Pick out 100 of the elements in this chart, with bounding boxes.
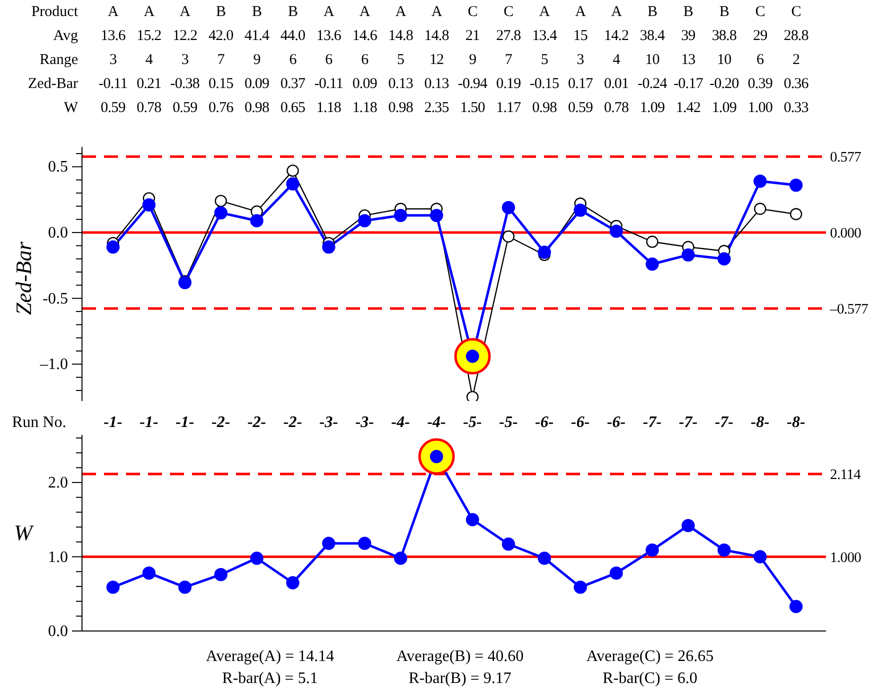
data-label: 38.8 — [710, 28, 738, 45]
text: 0.78 — [136, 100, 162, 116]
point — [358, 536, 372, 550]
point — [682, 248, 695, 262]
data-label: 6 — [324, 52, 334, 69]
category-label: A — [430, 4, 443, 21]
y-tick-label: –1.0 — [39, 356, 68, 374]
text: -0.94 — [458, 76, 488, 92]
data-label: 14.8 — [423, 28, 450, 45]
text: 0.36 — [784, 76, 808, 92]
text: 0.39 — [748, 76, 772, 92]
y-axis-title: W — [14, 520, 32, 546]
category-label: B — [250, 4, 263, 21]
x-tick-label: -2- — [283, 414, 302, 431]
text: 0.98 — [244, 100, 270, 116]
point — [142, 566, 156, 580]
category-label: B — [646, 4, 658, 21]
data-label: 5 — [540, 52, 549, 69]
y-tick-label: 2.0 — [48, 474, 68, 492]
data-label: 5 — [396, 52, 406, 69]
data-label: 4 — [612, 52, 621, 69]
point — [574, 204, 587, 217]
data-label: 10 — [644, 52, 660, 69]
point — [789, 178, 803, 192]
text: 1.18 — [316, 100, 342, 116]
text: 0.37 — [280, 76, 306, 92]
point — [718, 543, 731, 557]
data-label: 13.6 — [315, 28, 342, 45]
text: 0.76 — [208, 100, 234, 116]
data-label: 44.0 — [279, 28, 306, 45]
text: Average(A) = 14.14 — [204, 647, 336, 667]
x-tick-label: -1- — [104, 414, 122, 431]
category-label: C — [754, 4, 766, 21]
category-label: A — [394, 4, 407, 21]
data-label: 15 — [572, 28, 588, 45]
x-tick-label: -4- — [427, 414, 446, 431]
text: 0.01 — [604, 76, 629, 92]
category-label: C — [502, 4, 514, 21]
category-label: B — [718, 4, 730, 21]
point — [754, 174, 767, 188]
text: 0.59 — [100, 100, 126, 116]
category-label: A — [106, 4, 120, 21]
text: 1.09 — [712, 100, 736, 116]
point — [142, 198, 156, 212]
point — [394, 208, 408, 222]
y-tick-label: 0.0 — [48, 224, 68, 242]
text: 0.15 — [208, 76, 234, 92]
point — [178, 580, 192, 594]
text: 0.59 — [172, 100, 198, 116]
point — [430, 208, 444, 222]
text: Product — [31, 4, 78, 21]
text: -0.17 — [674, 76, 703, 92]
category-label: B — [215, 4, 227, 21]
point — [646, 543, 659, 557]
x-tick-label: -1- — [176, 414, 194, 431]
point — [502, 230, 515, 243]
point — [538, 246, 551, 259]
text: 0.98 — [532, 100, 557, 116]
point — [322, 536, 336, 550]
x-tick-label: -7- — [678, 414, 698, 431]
x-tick-label: -1- — [140, 414, 158, 431]
x-tick-label: -8- — [786, 414, 806, 431]
data-label: 42.0 — [208, 28, 234, 45]
text: 0.09 — [352, 76, 377, 92]
x-tick-label: -6- — [606, 414, 626, 431]
y-tick-label: 0.0 — [48, 623, 68, 640]
point — [250, 214, 264, 228]
x-axis-title: Run No. — [12, 414, 66, 432]
x-tick-label: -6- — [535, 414, 554, 431]
point — [394, 552, 408, 565]
category-label: C — [790, 4, 802, 21]
data-label: 9 — [468, 52, 478, 69]
x-tick-label: -4- — [391, 414, 410, 431]
x-tick-label: -8- — [750, 414, 770, 431]
text: W — [64, 100, 78, 116]
text: 1.50 — [460, 100, 485, 116]
text: -0.24 — [638, 76, 667, 92]
text: R-bar(C) = 6.0 — [602, 669, 698, 689]
text: 0.98 — [388, 100, 413, 116]
text: Average(C) = 26.65 — [585, 647, 715, 667]
text: R-bar(B) = 9.17 — [408, 669, 512, 689]
point — [646, 236, 658, 248]
point — [286, 164, 299, 177]
data-label: 14.6 — [351, 28, 378, 45]
point — [610, 566, 623, 580]
text: -0.38 — [170, 76, 200, 92]
text: -0.20 — [710, 76, 739, 92]
x-tick-label: -6- — [571, 414, 590, 431]
data-label: 28.8 — [782, 28, 810, 45]
point — [754, 202, 766, 215]
point — [286, 576, 300, 590]
point — [250, 552, 264, 565]
point — [214, 206, 228, 220]
category-label: A — [610, 4, 623, 21]
data-label: 14.2 — [602, 28, 630, 45]
text: Zed-Bar — [28, 76, 78, 92]
ref-line-label: –0.577 — [829, 301, 868, 318]
y-tick-label: -0.5 — [42, 290, 68, 308]
text: 1.00 — [748, 100, 772, 116]
category-label: A — [358, 4, 371, 21]
